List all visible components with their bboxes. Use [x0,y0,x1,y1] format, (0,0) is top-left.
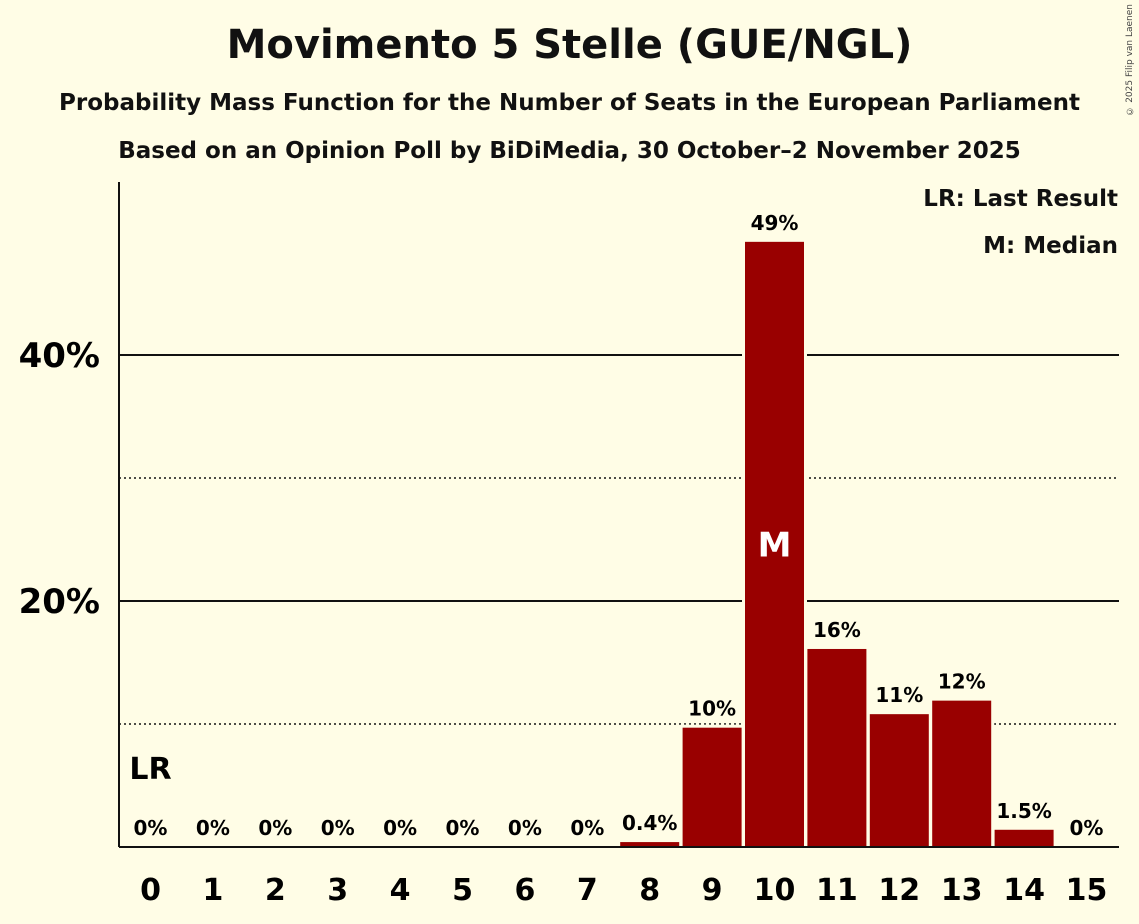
data-label: 0% [1070,816,1104,840]
bar-10 [745,241,804,848]
x-tick-label: 0 [140,873,161,908]
x-tick-label: 9 [702,873,723,908]
data-label: 0% [446,816,480,840]
data-label: 0% [258,816,292,840]
legend-median: M: Median [983,233,1118,259]
x-tick-label: 2 [265,873,286,908]
bar-12 [869,714,929,847]
y-tick-label: 40% [19,336,100,376]
x-tick-label: 10 [754,873,796,908]
bar-8 [620,842,680,847]
data-label: 0.4% [622,811,677,835]
bar-14 [994,829,1054,847]
x-tick-label: 4 [390,873,411,908]
x-tick-label: 14 [1003,873,1045,908]
x-tick-label: 3 [327,873,348,908]
y-tick-label: 20% [19,582,100,622]
bar-11 [807,648,867,847]
x-tick-label: 7 [577,873,598,908]
legend-last-result: LR: Last Result [923,186,1118,212]
x-tick-label: 8 [639,873,660,908]
chart-subtitle: Probability Mass Function for the Number… [59,90,1080,116]
bar-13 [932,700,992,847]
data-label: 16% [813,618,861,642]
x-tick-label: 5 [452,873,473,908]
chart-title: Movimento 5 Stelle (GUE/NGL) [226,22,913,68]
x-tick-label: 11 [816,873,858,908]
x-tick-label: 13 [941,873,983,908]
median-marker: M [758,525,792,565]
data-label: 0% [196,816,230,840]
x-tick-label: 1 [202,873,223,908]
data-label: 0% [383,816,417,840]
bar-9 [682,727,742,847]
x-tick-label: 6 [514,873,535,908]
last-result-marker: LR [129,752,171,787]
data-label: 0% [134,816,168,840]
data-label: 0% [508,816,542,840]
chart-subtitle-poll: Based on an Opinion Poll by BiDiMedia, 3… [118,138,1021,164]
data-label: 11% [875,683,923,707]
data-label: 10% [688,697,736,721]
data-label: 1.5% [996,799,1051,823]
x-tick-label: 12 [878,873,920,908]
data-label: 12% [938,670,986,694]
x-tick-label: 15 [1066,873,1108,908]
data-label: 0% [321,816,355,840]
data-label: 0% [570,816,604,840]
data-label: 49% [751,211,799,235]
